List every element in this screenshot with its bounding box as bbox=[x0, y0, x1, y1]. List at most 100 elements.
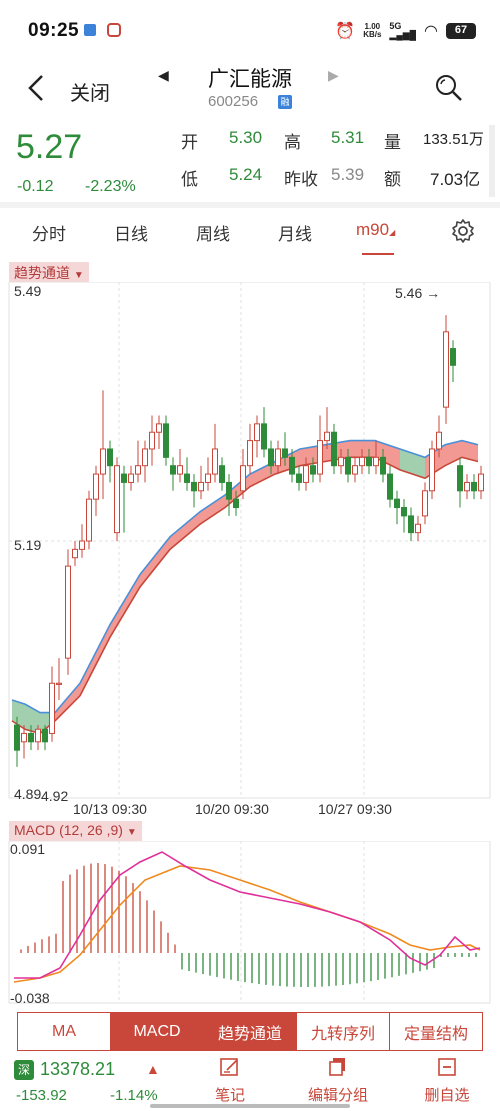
low-value: 5.24 bbox=[229, 165, 263, 184]
candle-body bbox=[387, 473, 393, 500]
candle-body bbox=[464, 481, 470, 492]
app-notification-icon-2 bbox=[107, 23, 121, 37]
channel-band bbox=[275, 448, 300, 475]
quote-divider bbox=[489, 125, 495, 197]
candle-body bbox=[443, 331, 449, 408]
candle-body bbox=[219, 465, 225, 483]
index-value[interactable]: 13378.21 bbox=[40, 1059, 116, 1079]
candle-body bbox=[184, 473, 190, 483]
candle-body bbox=[282, 448, 288, 458]
candle-body bbox=[478, 473, 484, 492]
candle-body bbox=[205, 473, 211, 483]
y-axis-mid-label: 5.19 bbox=[14, 537, 42, 553]
candle-body bbox=[86, 498, 92, 542]
channel-band bbox=[200, 494, 225, 525]
candle-body bbox=[331, 431, 337, 467]
edit-group-button[interactable]: 编辑分组 bbox=[302, 1057, 374, 1105]
price-change: -0.12 bbox=[17, 178, 54, 195]
candle-body bbox=[254, 423, 260, 442]
candle-body bbox=[93, 473, 99, 500]
active-tab-indicator bbox=[362, 253, 394, 255]
candle-body bbox=[471, 481, 477, 492]
open-value: 5.30 bbox=[229, 128, 263, 147]
amount-value: 7.03亿 bbox=[430, 170, 481, 189]
candle-body bbox=[310, 465, 316, 475]
close-button[interactable]: 关闭 bbox=[70, 83, 110, 105]
channel-lower-line bbox=[11, 456, 479, 735]
tab-m90[interactable]: m90◢ bbox=[356, 220, 396, 239]
candle-body bbox=[163, 423, 169, 458]
stock-code: 600256 bbox=[208, 93, 259, 110]
search-icon[interactable] bbox=[434, 73, 464, 103]
candle-body bbox=[170, 465, 176, 475]
candle-body bbox=[233, 498, 239, 509]
candle-body bbox=[436, 431, 442, 450]
candle-body bbox=[373, 456, 379, 467]
indicator-selector: MA MACD 趋势通道 九转序列 定量结构 bbox=[17, 1012, 483, 1051]
candle-body bbox=[317, 440, 323, 475]
signal-icon: 5G ▂▄▆█ bbox=[389, 21, 417, 40]
tab-weekly[interactable]: 周线 bbox=[196, 225, 230, 244]
min-price-label: 4.92 bbox=[41, 788, 69, 804]
candle-body bbox=[142, 448, 148, 467]
y-axis-bottom-label: 4.89 bbox=[14, 786, 42, 802]
candle-body bbox=[35, 728, 41, 743]
bottom-bar: 深 13378.21 -153.92 -1.14% ▲ 笔记 编辑分组 删自选 bbox=[0, 1055, 500, 1111]
expand-up-icon[interactable]: ▲ bbox=[146, 1061, 160, 1077]
channel-band bbox=[400, 448, 425, 479]
candle-body bbox=[338, 456, 344, 467]
macd-tag[interactable]: MACD (12, 26 ,9) ▼ bbox=[9, 821, 142, 841]
volume-label: 量 bbox=[384, 133, 401, 152]
high-label: 高 bbox=[284, 133, 301, 152]
trend-channel-tag[interactable]: 趋势通道 ▼ bbox=[9, 262, 89, 282]
channel-band bbox=[375, 440, 400, 470]
channel-band bbox=[140, 536, 170, 588]
tab-daily[interactable]: 日线 bbox=[114, 225, 148, 244]
candle-body bbox=[114, 465, 120, 534]
channel-band bbox=[250, 461, 275, 487]
gear-icon[interactable] bbox=[450, 218, 476, 244]
edit-group-icon bbox=[329, 1058, 345, 1076]
channel-band bbox=[170, 511, 200, 550]
candle-body bbox=[177, 465, 183, 475]
candle-body bbox=[366, 456, 372, 467]
section-divider bbox=[0, 202, 500, 208]
candle-body bbox=[149, 431, 155, 450]
remove-watchlist-button[interactable]: 删自选 bbox=[420, 1057, 474, 1105]
index-change: -153.92 bbox=[16, 1087, 67, 1104]
indicator-nine-turn[interactable]: 九转序列 bbox=[297, 1013, 390, 1050]
period-tabs: 分时 日线 周线 月线 m90◢ bbox=[0, 208, 500, 255]
tab-monthly[interactable]: 月线 bbox=[278, 225, 312, 244]
candlestick-chart[interactable] bbox=[0, 282, 500, 822]
macd-dea-line bbox=[13, 865, 481, 983]
candle-body bbox=[79, 540, 85, 550]
candle-body bbox=[401, 507, 407, 517]
candle-body bbox=[198, 481, 204, 492]
prev-stock-icon[interactable]: ◀ bbox=[158, 67, 169, 83]
channel-band bbox=[110, 574, 140, 638]
notes-button[interactable]: 笔记 bbox=[210, 1057, 250, 1105]
back-icon[interactable] bbox=[22, 73, 50, 103]
candle-body bbox=[429, 448, 435, 492]
index-pct: -1.14% bbox=[110, 1087, 158, 1104]
amount-label: 额 bbox=[384, 170, 401, 189]
prev-close-value: 5.39 bbox=[331, 165, 365, 184]
header: 关闭 广汇能源 ◀ ▶ 600256 融 bbox=[0, 58, 500, 120]
candle-body bbox=[247, 440, 253, 467]
candle-body bbox=[415, 523, 421, 534]
candle-body bbox=[345, 456, 351, 475]
next-stock-icon[interactable]: ▶ bbox=[328, 67, 339, 83]
candle-body bbox=[352, 465, 358, 475]
candle-body bbox=[261, 423, 267, 450]
stock-name: 广汇能源 bbox=[208, 68, 292, 91]
macd-chart[interactable] bbox=[0, 841, 500, 1005]
indicator-ma[interactable]: MA bbox=[18, 1013, 111, 1050]
indicator-quant-structure[interactable]: 定量结构 bbox=[403, 1025, 468, 1043]
tab-intraday[interactable]: 分时 bbox=[32, 225, 66, 244]
candle-body bbox=[135, 465, 141, 475]
quote-panel: 5.27 -0.12 -2.23% 开 5.30 高 5.31 量 133.51… bbox=[0, 120, 500, 202]
candle-body bbox=[450, 348, 456, 366]
macd-y-top-label: 0.091 bbox=[10, 841, 46, 857]
indicator-trend-channel[interactable]: 趋势通道 bbox=[204, 1013, 297, 1050]
indicator-macd[interactable]: MACD bbox=[111, 1013, 204, 1050]
